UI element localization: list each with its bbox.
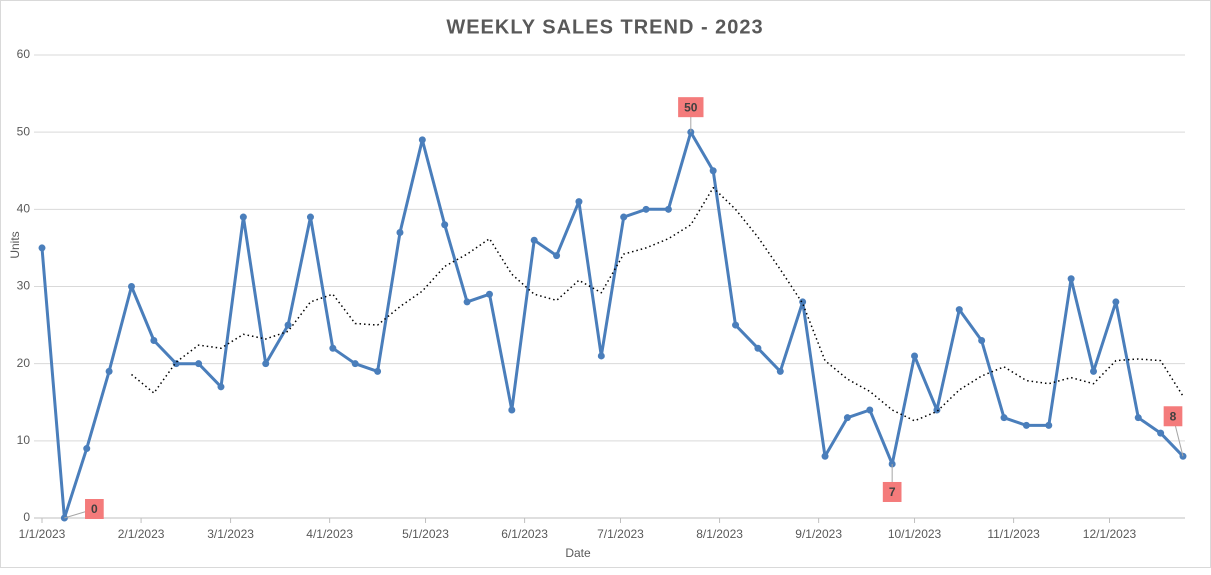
data-label-box — [882, 481, 902, 502]
point — [530, 236, 538, 244]
point — [732, 321, 740, 329]
x-tick-label: 1/1/2023 — [19, 527, 66, 541]
point — [329, 344, 337, 352]
point — [150, 337, 158, 345]
y-tick-label: 20 — [17, 356, 31, 370]
point — [1134, 414, 1142, 422]
point — [239, 213, 247, 221]
y-tick-label: 50 — [17, 124, 31, 138]
point — [1067, 275, 1075, 283]
x-tick-label: 9/1/2023 — [795, 527, 842, 541]
point — [418, 136, 426, 144]
point — [1022, 421, 1030, 429]
point — [978, 337, 986, 345]
data-label: 0 — [91, 502, 98, 516]
point — [597, 352, 605, 360]
point — [1112, 298, 1120, 306]
point — [351, 360, 359, 368]
point — [799, 298, 807, 306]
point — [664, 205, 672, 213]
point — [38, 244, 46, 252]
point — [396, 228, 404, 236]
point — [754, 344, 762, 352]
x-tick-label: 8/1/2023 — [696, 527, 743, 541]
y-tick-label: 40 — [17, 202, 31, 216]
point — [1157, 429, 1165, 437]
point — [374, 367, 382, 375]
point — [485, 290, 493, 298]
point — [620, 213, 628, 221]
point — [933, 406, 941, 414]
x-tick-label: 2/1/2023 — [118, 527, 165, 541]
point — [284, 321, 292, 329]
x-tick-label: 5/1/2023 — [402, 527, 449, 541]
point — [306, 213, 314, 221]
data-label: 8 — [1170, 409, 1177, 423]
x-tick-label: 11/1/2023 — [987, 527, 1040, 541]
point — [1090, 367, 1098, 375]
data-label: 50 — [684, 100, 698, 114]
point — [553, 252, 561, 260]
y-axis-title: Units — [8, 231, 22, 258]
point — [83, 445, 91, 453]
y-tick-label: 60 — [17, 47, 31, 61]
point — [105, 367, 113, 375]
point — [127, 283, 135, 290]
point — [508, 406, 516, 414]
point — [642, 205, 650, 213]
x-tick-label: 7/1/2023 — [597, 527, 644, 541]
chart-title: WEEKLY SALES TREND - 2023 — [446, 16, 763, 38]
point — [1045, 421, 1053, 429]
point — [217, 383, 225, 391]
x-tick-label: 12/1/2023 — [1083, 527, 1137, 541]
point — [843, 414, 851, 422]
y-tick-label: 30 — [17, 279, 31, 293]
point — [866, 406, 874, 414]
series-line — [40, 130, 1185, 520]
x-tick-label: 4/1/2023 — [306, 527, 353, 541]
data-label-box — [1163, 406, 1183, 427]
data-label-box — [678, 97, 704, 118]
y-tick-label: 10 — [17, 433, 31, 447]
point — [195, 360, 203, 368]
x-tick-label: 3/1/2023 — [207, 527, 254, 541]
data-label: 7 — [889, 485, 896, 499]
trend-line — [131, 186, 1184, 422]
x-axis-title: Date — [565, 546, 591, 560]
point — [1000, 414, 1008, 422]
data-label-box — [85, 499, 104, 519]
point — [262, 360, 270, 368]
point — [441, 221, 449, 229]
y-tick-label: 0 — [23, 510, 30, 524]
point — [821, 452, 829, 460]
point — [463, 298, 471, 306]
point — [911, 352, 919, 360]
point — [575, 198, 583, 206]
x-tick-label: 6/1/2023 — [501, 527, 548, 541]
point — [709, 167, 717, 175]
point — [955, 306, 963, 314]
x-tick-label: 10/1/2023 — [888, 527, 942, 541]
point — [776, 367, 784, 375]
